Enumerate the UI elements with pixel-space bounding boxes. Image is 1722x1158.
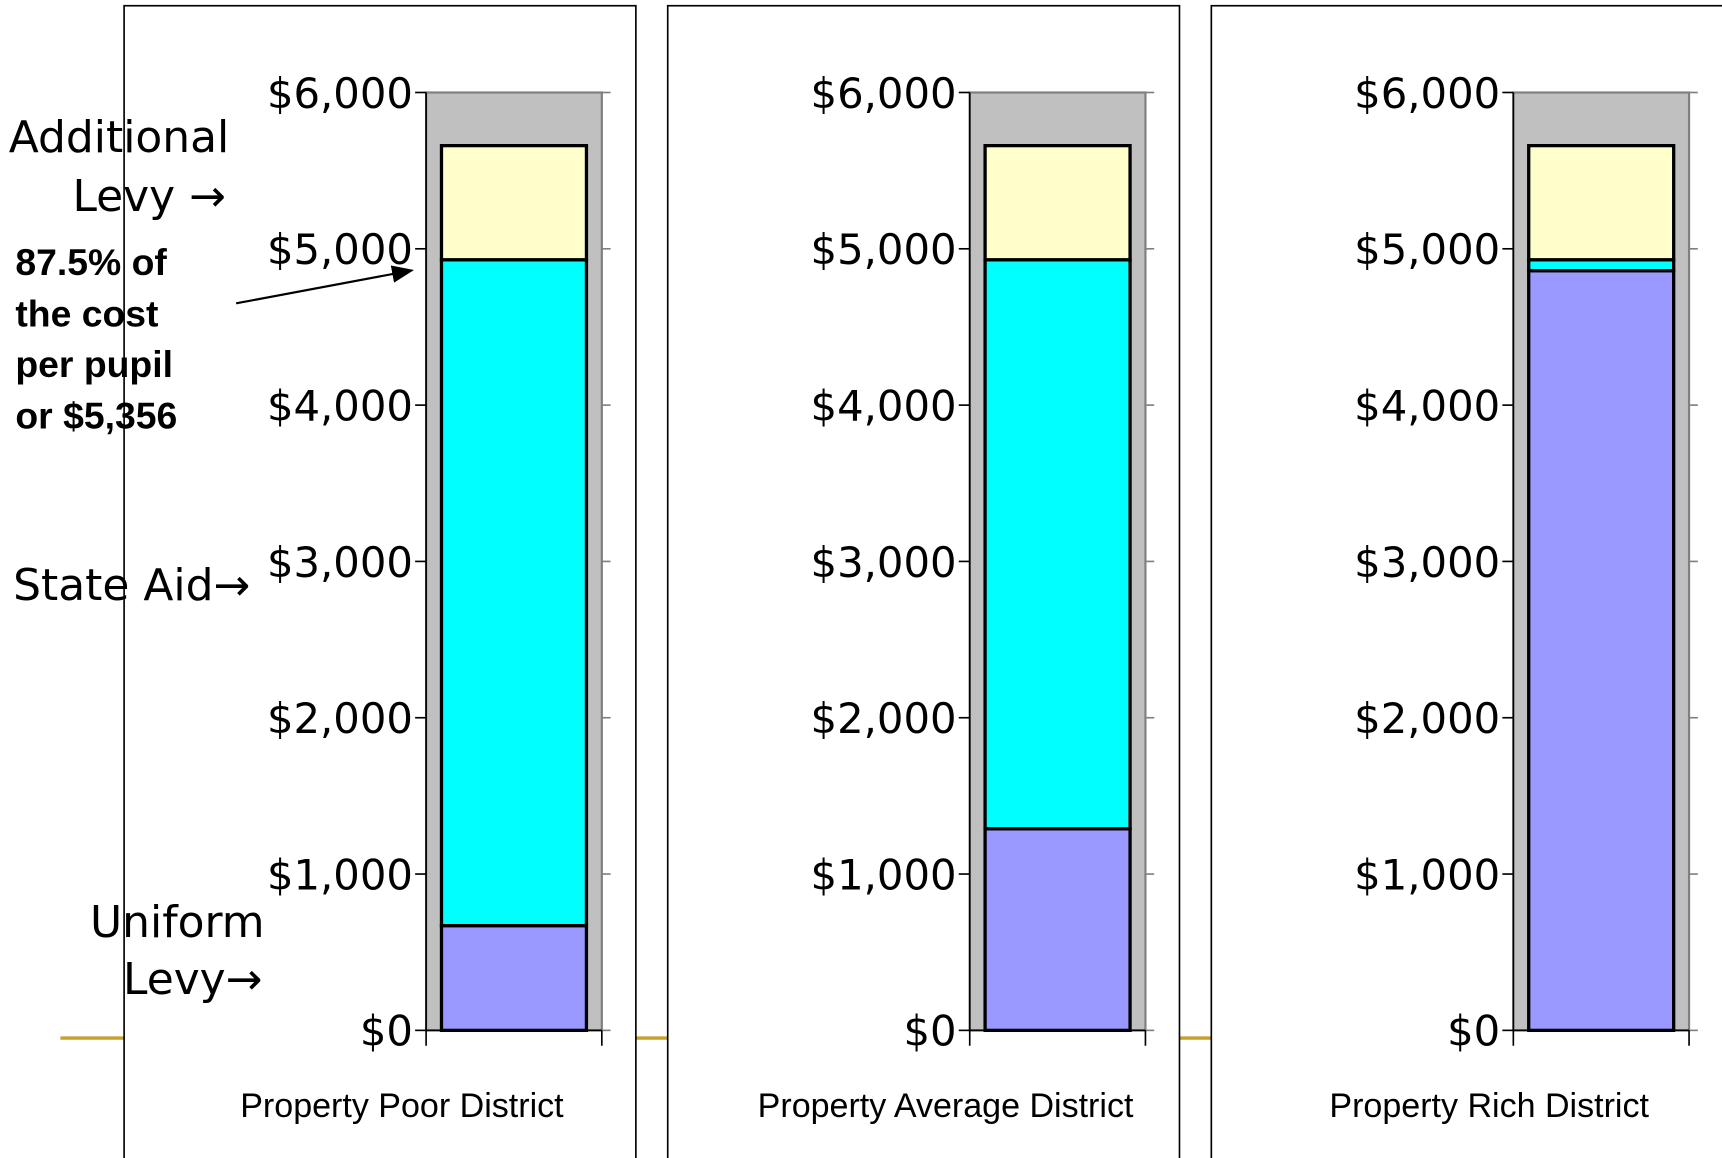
bar-segment [983,827,1132,1033]
ann-state-aid: State Aid→ [13,560,250,611]
ann-uniform: Uniform [90,897,265,948]
y-tick-label: $4,000 [811,381,957,430]
note: the cost [15,292,158,334]
note: 87.5% of [15,241,167,283]
panel: $0 $1,000 $2,000 $3,000 $4,000 $5,000 $6,000 Pr… [123,4,637,1158]
y-tick-label: $1,000 [1354,850,1500,899]
bar-segment [439,923,589,1033]
bar-segment [983,258,1132,831]
x-tick-label: Property Average District [758,1087,1134,1125]
panel: $0 $1,000 $2,000 $3,000 $4,000 $5,000 $6,000 Pr… [666,4,1181,1158]
y-tick-label: $5,000 [267,225,413,274]
y-tick-label: $2,000 [1354,694,1500,743]
x-tick-label: Property Rich District [1329,1087,1649,1125]
y-tick-label: $1,000 [811,850,957,899]
y-tick-label: $6,000 [267,69,413,118]
bar-segment [439,143,589,262]
ann-uniform: Levy→ [123,954,262,1005]
y-tick-label: $6,000 [1354,69,1500,118]
arrow [235,265,414,305]
bar-segment [1527,269,1676,1033]
y-tick-label: $6,000 [811,69,957,118]
ann-additional: Additional [9,112,229,163]
y-tick-label: $0 [360,1007,413,1056]
y-tick-label: $3,000 [267,538,413,587]
y-tick-label: $4,000 [267,381,413,430]
bar-segment [983,143,1132,262]
y-tick-label: $2,000 [811,694,957,743]
y-tick-label: $4,000 [1354,381,1500,430]
y-tick-label: $3,000 [1354,538,1500,587]
panels: $0 $1,000 $2,000 $3,000 $4,000 $5,000 $6,000 Pr… [123,4,1722,1158]
panel: $0 $1,000 $2,000 $3,000 $4,000 $5,000 $6,000 Pr… [1210,4,1722,1158]
y-tick-label: $1,000 [267,850,413,899]
y-tick-label: $2,000 [267,694,413,743]
annotations: Additional Levy → State Aid→ Uniform Lev… [9,112,414,1005]
y-tick-label: $5,000 [1354,225,1500,274]
ann-additional: Levy → [72,171,225,222]
bar-segment [1527,143,1676,262]
y-tick-label: $0 [903,1007,956,1056]
note: or $5,356 [15,395,177,437]
y-tick-label: $0 [1447,1007,1500,1056]
note: per pupil [15,343,173,385]
y-tick-label: $5,000 [811,225,957,274]
x-tick-label: Property Poor District [240,1087,564,1125]
y-tick-label: $3,000 [811,538,957,587]
bar-segment [439,258,589,928]
